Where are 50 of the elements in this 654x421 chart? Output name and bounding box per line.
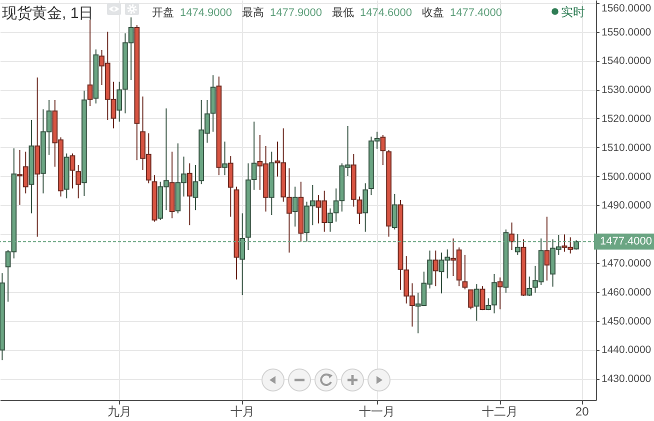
candlestick (186, 162, 192, 226)
y-tick-label: 1530.0000 (602, 84, 652, 96)
annotation: 收盘 (422, 7, 444, 19)
y-tick-label: 1460.0000 (602, 286, 652, 298)
candlestick (87, 19, 93, 107)
annotation: 开盘 (152, 7, 174, 19)
candlestick (462, 254, 468, 290)
candlestick (328, 208, 333, 232)
x-tick-label: 20 (575, 404, 590, 418)
x-tick-label: 十二月 (482, 404, 518, 418)
candlestick (432, 250, 438, 287)
candlestick (509, 222, 514, 250)
annotation: 1477.9000 (270, 7, 322, 19)
y-tick-label: 1490.0000 (602, 200, 652, 212)
y-tick-label: 1540.0000 (602, 55, 652, 68)
candlestick (222, 141, 228, 176)
y-tick-label: 1450.0000 (602, 315, 652, 328)
candlestick (380, 134, 386, 166)
candlestick (192, 164, 198, 211)
y-tick-label: 1560.0000 (602, 2, 652, 14)
y-tick-label: 1510.0000 (602, 142, 652, 154)
candlestick (228, 156, 234, 218)
candlestick (544, 216, 550, 282)
candlestick (468, 289, 474, 310)
y-tick-label: 1430.0000 (602, 373, 652, 386)
annotation: 1474.9000 (180, 7, 232, 19)
chart-title: 现货黄金, 1日 (2, 5, 94, 22)
candlestick (70, 152, 76, 189)
candlestick (76, 164, 82, 199)
x-tick-label: 九月 (107, 404, 132, 418)
candlestick (474, 284, 480, 322)
candlestick (526, 276, 532, 296)
annotation: 1477.4000 (450, 7, 502, 19)
y-tick-label: 1440.0000 (602, 344, 652, 356)
candlestick (497, 276, 503, 310)
x-tick-label: 十一月 (359, 404, 396, 418)
candlestick (480, 286, 486, 311)
x-tick-label: 十月 (230, 404, 254, 418)
annotation: 1474.6000 (360, 7, 412, 19)
annotation: 实时 (561, 5, 585, 19)
ref-line-label: 1477.4000 (600, 236, 652, 248)
candlestick (392, 193, 398, 230)
y-tick-label: 1520.0000 (602, 112, 652, 125)
y-tick-label: 1500.0000 (602, 170, 652, 183)
annotation: 最低 (332, 7, 354, 19)
y-tick-label: 1470.0000 (602, 258, 652, 270)
annotation: 最高 (242, 6, 264, 19)
candlestick (292, 186, 298, 228)
candlestick (362, 182, 368, 232)
y-tick-label: 1550.0000 (602, 26, 652, 38)
